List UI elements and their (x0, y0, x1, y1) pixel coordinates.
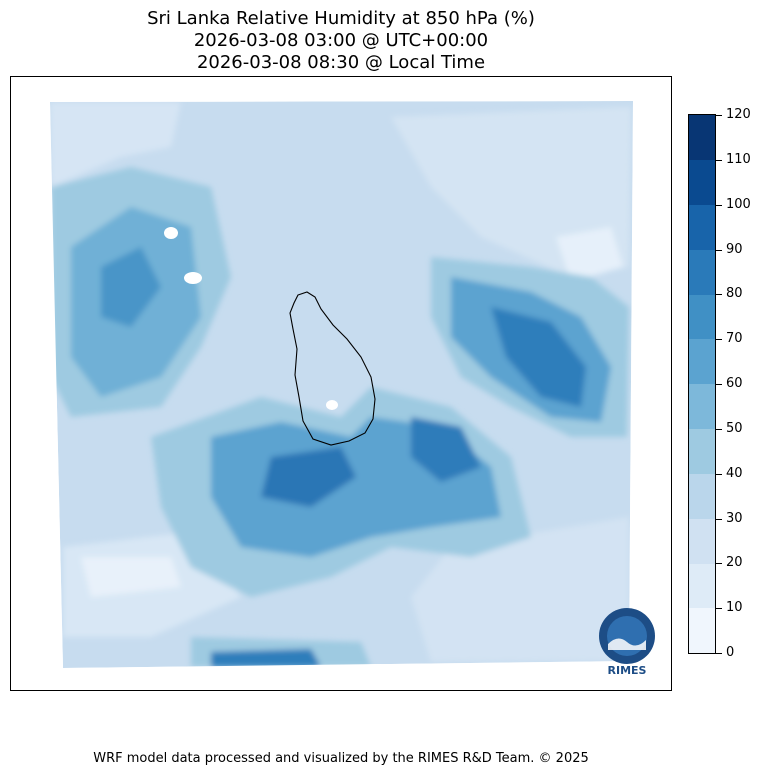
colorbar-band (689, 159, 715, 205)
no-data-patch (164, 227, 178, 239)
humidity-band (261, 447, 356, 507)
map-title: Sri Lanka Relative Humidity at 850 hPa (… (147, 8, 535, 29)
colorbar-band (689, 473, 715, 519)
colorbar-band (689, 384, 715, 429)
humidity-band (491, 307, 586, 407)
sri-lanka-coastline (289, 291, 376, 446)
colorbar-band (689, 249, 715, 295)
colorbar-band (689, 204, 715, 250)
colorbar-label: 100 (726, 197, 751, 212)
colorbar-label: 0 (726, 645, 735, 660)
colorbar-tick (716, 608, 722, 609)
colorbar-tick (716, 519, 722, 520)
colorbar-tick (716, 115, 722, 116)
colorbar-band (689, 294, 715, 340)
colorbar-tick (716, 205, 722, 206)
colorbar-band (689, 428, 715, 474)
colorbar-label: 10 (726, 600, 743, 615)
colorbar-tick (716, 563, 722, 564)
no-data-patch (184, 272, 202, 284)
humidity-band (556, 227, 623, 282)
colorbar-band (689, 115, 715, 160)
footer-credit: WRF model data processed and visualized … (93, 751, 589, 766)
colorbar-label: 80 (726, 286, 743, 301)
colorbar-label: 110 (726, 152, 751, 167)
humidity-map (11, 77, 671, 690)
humidity-band (81, 557, 181, 597)
colorbar-label: 90 (726, 242, 743, 257)
colorbar (688, 114, 716, 654)
colorbar-tick (716, 384, 722, 385)
colorbar-tick (716, 250, 722, 251)
colorbar-tick (716, 474, 722, 475)
map-subtitle-utc: 2026-03-08 03:00 @ UTC+00:00 (193, 30, 489, 51)
rimes-logo: RIMES (599, 608, 655, 677)
colorbar-tick (716, 160, 722, 161)
colorbar-band (689, 339, 715, 385)
colorbar-band (689, 608, 715, 653)
colorbar-band (689, 563, 715, 609)
colorbar-tick (716, 339, 722, 340)
logo-text: RIMES (608, 664, 647, 677)
humidity-band (50, 102, 181, 187)
colorbar-label: 70 (726, 331, 743, 346)
map-subtitle-local: 2026-03-08 08:30 @ Local Time (196, 52, 486, 73)
colorbar-tick (716, 429, 722, 430)
colorbar-label: 20 (726, 555, 743, 570)
colorbar-label: 50 (726, 421, 743, 436)
colorbar-band (689, 518, 715, 564)
humidity-band (411, 417, 481, 482)
humidity-band (101, 247, 161, 327)
colorbar-label: 40 (726, 466, 743, 481)
colorbar-label: 120 (726, 107, 751, 122)
no-data-patch (326, 400, 338, 410)
humidity-band (211, 649, 321, 667)
colorbar-label: 60 (726, 376, 743, 391)
colorbar-tick (716, 294, 722, 295)
colorbar-tick (716, 653, 722, 654)
colorbar-label: 30 (726, 511, 743, 526)
map-panel (10, 76, 672, 691)
